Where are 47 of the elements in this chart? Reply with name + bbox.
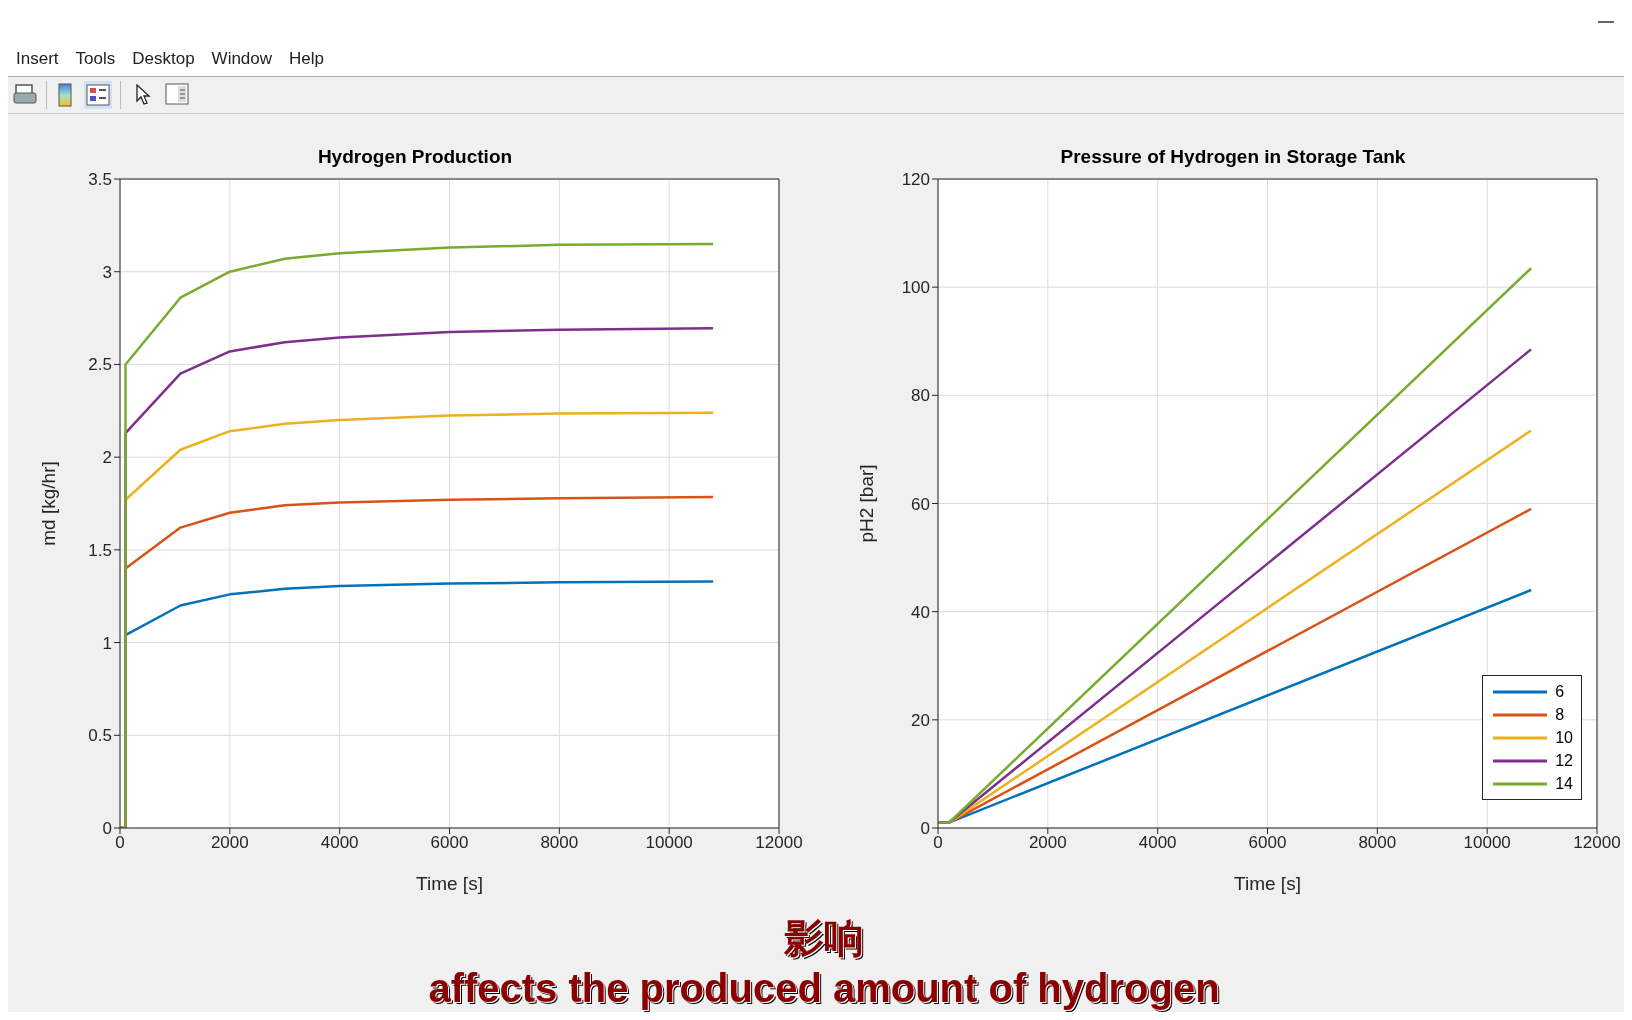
text: Tools xyxy=(75,49,116,69)
y-tick-label: 0 xyxy=(920,819,930,839)
chart-title: Pressure of Hydrogen in Storage Tank xyxy=(1059,146,1407,168)
x-tick-label: 4000 xyxy=(320,833,359,853)
y-tick-label: 80 xyxy=(911,386,930,406)
x-axis-title: Time [s] xyxy=(1234,873,1301,894)
x-tick-label: 12000 xyxy=(755,833,803,853)
legend-label: 6 xyxy=(1555,682,1565,701)
x-tick-label: 0 xyxy=(115,833,125,853)
x-tick-label: 6000 xyxy=(1248,833,1287,853)
y-tick-label: 100 xyxy=(901,278,930,298)
text: Desktop xyxy=(132,49,195,69)
y-tick-label: 120 xyxy=(901,170,930,190)
y-tick-label: 2 xyxy=(102,448,112,468)
x-axis-title: Time [s] xyxy=(416,873,483,894)
x-tick-label: 6000 xyxy=(430,833,469,853)
y-tick-label: 20 xyxy=(911,710,930,730)
chart-title: Hydrogen Production xyxy=(316,146,514,168)
y-axis-title: md [kg/hr] xyxy=(37,461,59,546)
y-tick-label: 1 xyxy=(102,633,112,653)
legend-label: 10 xyxy=(1555,728,1573,747)
y-tick-label: 0 xyxy=(102,819,112,839)
y-tick-label: 1.5 xyxy=(88,540,112,560)
y-tick-label: 2.5 xyxy=(88,355,112,375)
y-tick-label: 3.5 xyxy=(88,170,112,190)
x-tick-label: 8000 xyxy=(540,833,579,853)
x-tick-label: 4000 xyxy=(1138,833,1177,853)
text: Insert xyxy=(16,49,59,69)
y-tick-label: 40 xyxy=(911,602,930,622)
x-tick-label: 10000 xyxy=(1463,833,1511,853)
x-tick-label: 10000 xyxy=(645,833,693,853)
y-axis-title: pH2 [bar] xyxy=(855,464,877,543)
text: affects the produced amount of hydrogen xyxy=(428,965,1220,1012)
x-tick-label: 2000 xyxy=(1028,833,1067,853)
x-tick-label: 2000 xyxy=(210,833,249,853)
text: Help xyxy=(289,49,325,69)
x-tick-label: 8000 xyxy=(1358,833,1397,853)
text: Window xyxy=(211,49,273,69)
legend-label: 12 xyxy=(1555,751,1573,770)
y-tick-label: 0.5 xyxy=(88,726,112,746)
legend-label: 8 xyxy=(1555,705,1565,724)
y-tick-label: 60 xyxy=(911,494,930,514)
text: 影响 xyxy=(784,914,864,963)
legend-label: 14 xyxy=(1555,774,1573,793)
x-tick-label: 12000 xyxy=(1573,833,1621,853)
x-tick-label: 0 xyxy=(933,833,943,853)
y-tick-label: 3 xyxy=(102,262,112,282)
